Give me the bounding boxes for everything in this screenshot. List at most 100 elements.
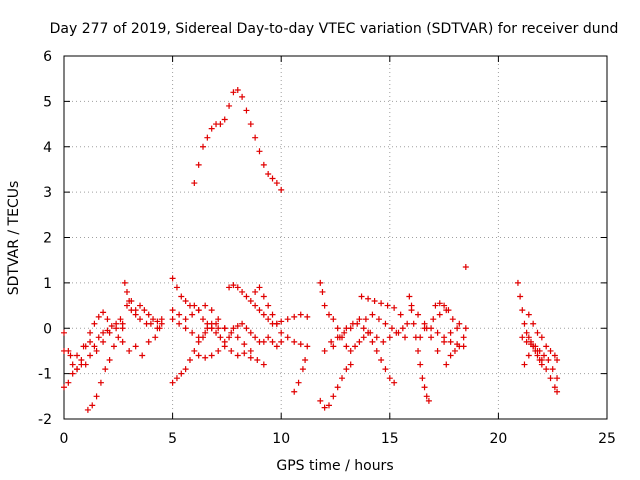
data-point-marker (378, 357, 385, 364)
series-arc-20 (330, 311, 409, 350)
series-arc-13 (195, 343, 267, 368)
data-point-marker (347, 361, 354, 368)
data-point-marker (204, 325, 211, 332)
series-arc-4 (84, 325, 126, 413)
data-point-marker (100, 309, 107, 316)
data-point-marker (84, 406, 91, 413)
y-tick-label: -2 (38, 412, 52, 428)
data-point-marker (415, 311, 422, 318)
data-point-marker (321, 302, 328, 309)
series-arc-19 (321, 320, 406, 354)
data-point-marker (239, 320, 246, 327)
data-point-marker (284, 316, 291, 323)
data-point-marker (256, 148, 263, 155)
data-point-marker (365, 295, 372, 302)
data-point-marker (386, 375, 393, 382)
data-point-marker (239, 93, 246, 100)
data-point-marker (215, 347, 222, 354)
data-point-marker (252, 134, 259, 141)
x-tick-label: 10 (272, 431, 290, 447)
data-point-marker (447, 329, 454, 336)
data-point-marker (182, 325, 189, 332)
data-point-marker (330, 393, 337, 400)
data-point-marker (221, 343, 228, 350)
data-point-marker (147, 320, 154, 327)
data-point-marker (256, 307, 263, 314)
data-point-marker (243, 293, 250, 300)
data-point-marker (278, 338, 285, 345)
data-point-marker (421, 384, 428, 391)
data-point-marker (434, 329, 441, 336)
data-point-marker (260, 361, 267, 368)
series-arc-23 (406, 293, 432, 404)
data-point-marker (154, 318, 161, 325)
data-point-marker (243, 107, 250, 114)
data-point-marker (356, 338, 363, 345)
series-arc-16 (291, 357, 309, 395)
data-point-marker (334, 384, 341, 391)
data-point-marker (541, 352, 548, 359)
data-point-marker (425, 397, 432, 404)
data-point-marker (434, 347, 441, 354)
data-point-marker (110, 343, 117, 350)
y-tick-label: 1 (43, 276, 52, 292)
data-point-marker (123, 288, 130, 295)
data-point-marker (234, 87, 241, 94)
data-point-marker (265, 170, 272, 177)
data-point-marker (260, 161, 267, 168)
data-point-marker (145, 338, 152, 345)
data-point-marker (397, 311, 404, 318)
x-tick-label: 15 (381, 431, 399, 447)
data-point-marker (278, 329, 285, 336)
data-point-marker (421, 325, 428, 332)
data-point-marker (317, 279, 324, 286)
data-point-marker (200, 334, 207, 341)
data-point-marker (106, 329, 113, 336)
axis-ticks: 0 5 10 15 20 25 -2 -1 0 1 2 3 4 5 6 (38, 49, 616, 447)
data-point-marker (521, 320, 528, 327)
data-point-marker (547, 347, 554, 354)
data-point-marker (260, 338, 267, 345)
data-point-marker (74, 352, 81, 359)
data-point-marker (551, 352, 558, 359)
data-point-marker (176, 320, 183, 327)
data-point-marker (208, 307, 215, 314)
data-point-marker (373, 347, 380, 354)
data-point-marker (247, 329, 254, 336)
data-point-marker (191, 302, 198, 309)
data-point-marker (265, 334, 272, 341)
series-arc-21 (358, 293, 411, 327)
data-point-marker (230, 282, 237, 289)
data-point-marker (525, 334, 532, 341)
series-arc-11 (169, 320, 220, 386)
data-point-marker (408, 302, 415, 309)
data-point-marker (195, 352, 202, 359)
data-point-marker (137, 316, 144, 323)
data-point-marker (304, 313, 311, 320)
data-point-marker (278, 318, 285, 325)
data-point-marker (241, 350, 248, 357)
data-point-marker (514, 279, 521, 286)
data-point-marker (273, 343, 280, 350)
data-point-marker (213, 329, 220, 336)
data-point-marker (291, 388, 298, 395)
data-point-marker (269, 338, 276, 345)
data-point-marker (260, 311, 267, 318)
data-point-marker (523, 338, 530, 345)
data-point-marker (360, 334, 367, 341)
data-point-marker (204, 134, 211, 141)
data-point-marker (454, 325, 461, 332)
data-point-marker (61, 347, 67, 354)
data-point-marker (213, 320, 220, 327)
data-point-marker (154, 325, 161, 332)
data-point-marker (202, 354, 209, 361)
data-point-marker (87, 329, 94, 336)
data-point-marker (443, 361, 450, 368)
data-point-marker (371, 298, 378, 305)
y-tick-label: 0 (43, 321, 52, 337)
data-point-marker (330, 316, 337, 323)
data-point-marker (169, 275, 176, 282)
data-point-marker (297, 341, 304, 348)
data-point-marker (150, 316, 157, 323)
data-point-marker (378, 300, 385, 307)
